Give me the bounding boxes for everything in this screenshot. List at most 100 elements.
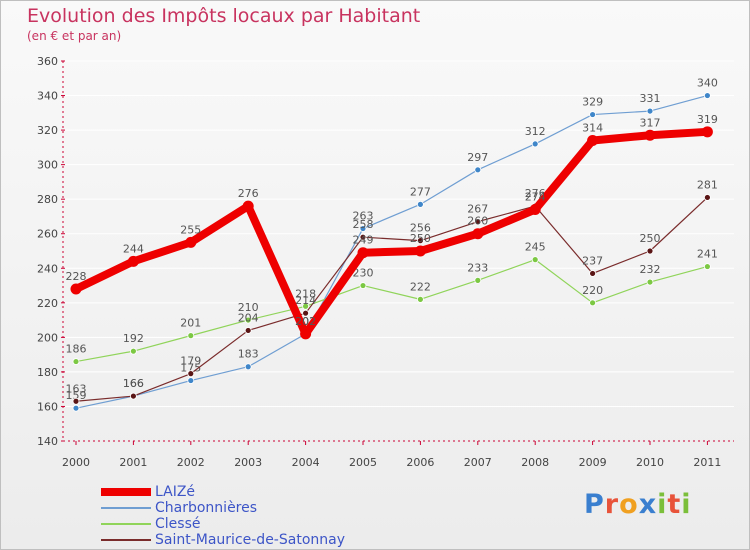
data-label-clesse: 186 bbox=[66, 343, 87, 356]
y-tick-label: 180 bbox=[37, 366, 58, 379]
x-tick-label: 2007 bbox=[464, 456, 492, 469]
data-point-clesse bbox=[129, 347, 137, 355]
data-point-laize bbox=[357, 247, 369, 259]
data-point-charbonnieres bbox=[187, 377, 195, 384]
data-point-charbonnieres bbox=[646, 107, 654, 115]
data-label-clesse: 201 bbox=[180, 317, 201, 330]
legend-label-saint_maurice: Saint-Maurice-de-Satonnay bbox=[155, 532, 345, 548]
x-tick-label: 2001 bbox=[119, 456, 147, 469]
data-point-clesse bbox=[416, 295, 424, 303]
data-label-laize: 202 bbox=[295, 315, 316, 328]
data-label-clesse: 220 bbox=[582, 284, 603, 297]
data-point-clesse bbox=[646, 278, 654, 286]
legend-label-laize: LAIZé bbox=[155, 484, 196, 500]
legend-swatch-laize bbox=[101, 488, 151, 496]
data-point-saint_maurice bbox=[704, 194, 711, 201]
y-tick-label: 340 bbox=[37, 90, 58, 103]
brand-letter: i bbox=[681, 489, 692, 520]
x-tick-label: 2010 bbox=[636, 456, 664, 469]
data-point-clesse bbox=[244, 316, 252, 324]
data-label-laize: 244 bbox=[123, 242, 144, 255]
y-tick-label: 240 bbox=[37, 262, 58, 275]
legend-item-charbonnieres: Charbonnières bbox=[101, 500, 345, 516]
legend: LAIZé Charbonnières Clessé Saint-Maurice-de… bbox=[101, 484, 345, 548]
data-point-charbonnieres bbox=[72, 404, 80, 412]
data-label-saint_maurice: 267 bbox=[467, 203, 488, 216]
series-line-laize bbox=[72, 127, 712, 338]
data-label-laize: 255 bbox=[180, 223, 201, 236]
data-label-charbonnieres: 175 bbox=[180, 362, 201, 375]
data-label-laize: 260 bbox=[467, 215, 488, 228]
brand-letter: r bbox=[604, 489, 620, 520]
data-point-laize bbox=[70, 283, 82, 295]
data-label-saint_maurice: 256 bbox=[410, 222, 431, 235]
data-label-saint_maurice: 237 bbox=[582, 254, 603, 267]
x-tick-label: 2005 bbox=[349, 456, 377, 469]
data-label-charbonnieres: 159 bbox=[66, 389, 87, 402]
data-label-charbonnieres: 166 bbox=[123, 377, 144, 390]
data-label-clesse: 241 bbox=[697, 248, 718, 261]
x-tick-label: 2006 bbox=[406, 456, 434, 469]
data-label-charbonnieres: 312 bbox=[525, 125, 546, 138]
data-point-charbonnieres bbox=[704, 92, 711, 99]
brand-letter: i bbox=[657, 489, 668, 520]
legend-swatch-saint_maurice bbox=[101, 539, 151, 541]
legend-label-clesse: Clessé bbox=[155, 516, 201, 532]
chart-subtitle: (en € et par an) bbox=[27, 29, 122, 43]
data-label-saint_maurice: 179 bbox=[180, 355, 201, 368]
data-label-clesse: 232 bbox=[640, 263, 661, 276]
brand-letter: t bbox=[667, 489, 682, 520]
data-point-charbonnieres bbox=[589, 111, 596, 118]
data-label-laize: 274 bbox=[525, 191, 546, 204]
data-point-laize bbox=[242, 200, 254, 212]
x-tick-label: 2011 bbox=[693, 456, 721, 469]
data-point-saint_maurice bbox=[474, 218, 482, 226]
series-line-clesse bbox=[75, 259, 709, 363]
data-label-laize: 317 bbox=[640, 116, 661, 129]
x-tick-label: 2009 bbox=[579, 456, 607, 469]
data-label-saint_maurice: 250 bbox=[640, 232, 661, 245]
data-point-saint_maurice bbox=[129, 392, 137, 400]
legend-item-clesse: Clessé bbox=[101, 516, 345, 532]
data-label-clesse: 245 bbox=[525, 241, 546, 254]
data-point-saint_maurice bbox=[187, 370, 195, 378]
legend-item-saint_maurice: Saint-Maurice-de-Satonnay bbox=[101, 532, 345, 548]
data-point-clesse bbox=[187, 332, 195, 340]
y-tick-label: 280 bbox=[37, 193, 58, 206]
y-tick-label: 220 bbox=[37, 297, 58, 310]
data-point-charbonnieres bbox=[474, 166, 482, 174]
data-point-laize bbox=[185, 236, 197, 248]
x-tick-label: 2003 bbox=[234, 456, 262, 469]
data-label-laize: 276 bbox=[238, 187, 259, 200]
x-tick-label: 2002 bbox=[177, 456, 205, 469]
legend-item-laize: LAIZé bbox=[101, 484, 345, 500]
x-tick-label: 2000 bbox=[62, 456, 90, 469]
data-point-clesse bbox=[359, 282, 367, 289]
data-point-laize bbox=[644, 129, 656, 141]
brand-letter: o bbox=[619, 489, 639, 520]
data-label-charbonnieres: 183 bbox=[238, 348, 259, 361]
legend-swatch-clesse bbox=[101, 523, 151, 525]
data-label-charbonnieres: 331 bbox=[640, 92, 661, 105]
y-tick-label: 160 bbox=[37, 400, 58, 413]
data-label-saint_maurice: 276 bbox=[525, 187, 546, 200]
legend-label-charbonnieres: Charbonnières bbox=[155, 500, 258, 516]
data-label-saint_maurice: 204 bbox=[238, 311, 259, 324]
data-label-charbonnieres: 329 bbox=[582, 96, 603, 109]
data-point-laize bbox=[587, 134, 599, 146]
data-label-laize: 250 bbox=[410, 232, 431, 245]
data-label-laize: 319 bbox=[697, 113, 718, 126]
data-label-charbonnieres: 340 bbox=[697, 77, 718, 90]
data-point-charbonnieres bbox=[416, 200, 424, 208]
data-point-charbonnieres bbox=[531, 140, 539, 148]
x-tick-label: 2004 bbox=[292, 456, 320, 469]
data-label-saint_maurice: 281 bbox=[697, 178, 718, 191]
x-tick-label: 2008 bbox=[521, 456, 549, 469]
legend-swatch-charbonnieres bbox=[101, 507, 151, 509]
data-point-clesse bbox=[72, 358, 80, 365]
data-label-clesse: 192 bbox=[123, 332, 144, 345]
data-label-clesse: 233 bbox=[467, 261, 488, 274]
data-label-saint_maurice: 163 bbox=[66, 382, 87, 395]
